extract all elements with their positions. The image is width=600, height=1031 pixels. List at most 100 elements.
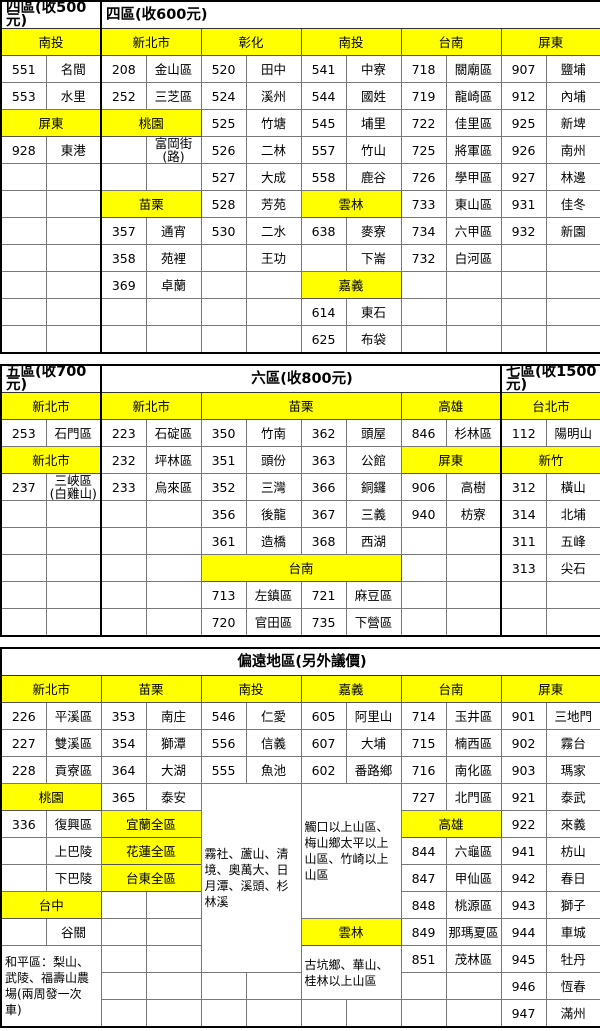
district-name — [45, 581, 102, 609]
region-header: 南投 — [0, 28, 102, 56]
district-name — [45, 527, 102, 555]
postal-code: 848 — [400, 891, 447, 919]
region-header: 雲林 — [300, 190, 402, 218]
region-header: 南投 — [300, 28, 402, 56]
postal-code: 545 — [300, 109, 347, 137]
district-name: 王功 — [245, 244, 302, 272]
table-row: 谷關 雲林 849 那瑪夏區 944 車城 — [0, 918, 600, 946]
district-name: 金山區 — [145, 55, 202, 83]
postal-code: 732 — [400, 244, 447, 272]
table-row: 屏東 桃園 525 竹塘 545 埔里 722 佳里區 925 新埤 — [0, 109, 600, 137]
table-row: 713 左鎮區 721 麻豆區 — [0, 581, 600, 609]
postal-code: 228 — [0, 756, 47, 784]
postal-code: 223 — [100, 419, 147, 447]
postal-code: 336 — [0, 810, 47, 838]
district-name: 佳冬 — [545, 190, 600, 218]
district-name — [45, 163, 102, 191]
district-name: 六龜區 — [445, 837, 502, 865]
district-name — [545, 325, 600, 354]
table-row: 625 布袋 — [0, 325, 600, 354]
postal-code: 354 — [100, 729, 147, 757]
district-name: 三地門 — [545, 702, 600, 730]
district-name: 上巴陵 — [45, 837, 102, 865]
district-name — [145, 325, 202, 354]
district-name: 布袋 — [345, 325, 402, 354]
postal-code: 726 — [400, 163, 447, 191]
postal-code: 367 — [300, 500, 347, 528]
postal-code: 541 — [300, 55, 347, 83]
postal-code — [500, 271, 547, 299]
district-name — [545, 581, 600, 609]
zone-title: 四區(收500元) — [0, 0, 102, 29]
postal-code — [400, 527, 447, 555]
district-name: 桃源區 — [445, 891, 502, 919]
district-name — [245, 298, 302, 326]
district-name: 春日 — [545, 864, 600, 892]
postal-code: 544 — [300, 82, 347, 110]
postal-code: 208 — [100, 55, 147, 83]
table-row: 台中 848 桃源區 943 獅子 — [0, 891, 600, 919]
district-name: 茂林區 — [445, 945, 502, 973]
district-name: 名間 — [45, 55, 102, 83]
region-header: 屏東 — [500, 28, 600, 56]
postal-code — [0, 163, 47, 191]
district-name: 車城 — [545, 918, 600, 946]
district-name: 三芝區 — [145, 82, 202, 110]
district-name — [45, 298, 102, 326]
postal-code — [0, 581, 47, 609]
region-header: 高雄 — [400, 392, 502, 420]
table-row: 720 官田區 735 下營區 — [0, 608, 600, 637]
district-name: 泰安 — [145, 783, 202, 811]
district-name — [345, 999, 402, 1028]
zone-title: 七區(收1500元) — [500, 364, 600, 393]
region-header: 台南 — [400, 28, 502, 56]
district-name — [145, 527, 202, 555]
region-header: 屏東 — [0, 109, 102, 137]
district-name: 獅潭 — [145, 729, 202, 757]
postal-code: 357 — [100, 217, 147, 245]
zone5-6-7-table: 五區(收700元) 六區(收800元) 七區(收1500元) 新北市 新北市 苗栗 高雄 台北… — [0, 364, 600, 637]
region-header: 桃園 — [100, 109, 202, 137]
district-name: 埔里 — [345, 109, 402, 137]
postal-code: 722 — [400, 109, 447, 137]
postal-code: 313 — [500, 554, 547, 582]
area-note: 霧社、蘆山、清境、奧萬大、日月潭、溪頭、杉林溪 — [200, 783, 302, 973]
district-name — [45, 325, 102, 354]
postal-code: 714 — [400, 702, 447, 730]
region-header: 新北市 — [100, 392, 202, 420]
postal-code: 903 — [500, 756, 547, 784]
district-name: 滿州 — [545, 999, 600, 1028]
postal-code: 931 — [500, 190, 547, 218]
district-name: 頭屋 — [345, 419, 402, 447]
district-name — [145, 891, 202, 919]
region-header: 屏東 — [400, 446, 502, 474]
table-row: 226 平溪區 353 南庄 546 仁愛 605 阿里山 714 玉井區 901 三地門 — [0, 702, 600, 730]
postal-code — [200, 271, 247, 299]
postal-code: 946 — [500, 972, 547, 1000]
postal-code: 556 — [200, 729, 247, 757]
postal-code: 849 — [400, 918, 447, 946]
district-name: 阿里山 — [345, 702, 402, 730]
postal-code — [0, 298, 47, 326]
postal-code: 368 — [300, 527, 347, 555]
table-row: 227 雙溪區 354 獅潭 556 信義 607 大埔 715 楠西區 902 霧台 — [0, 729, 600, 757]
region-header: 高雄 — [400, 810, 502, 838]
area-note: 觸口以上山區、梅山鄉太平以上山區、竹崎以上山區 — [300, 783, 402, 919]
postal-code: 721 — [300, 581, 347, 609]
postal-code — [100, 298, 147, 326]
district-name: 竹塘 — [245, 109, 302, 137]
region-header: 雲林 — [300, 918, 402, 946]
district-name: 造橋 — [245, 527, 302, 555]
postal-code: 942 — [500, 864, 547, 892]
district-name: 枋寮 — [445, 500, 502, 528]
postal-code: 551 — [0, 55, 47, 83]
postal-code — [200, 298, 247, 326]
district-name — [45, 271, 102, 299]
district-name — [445, 325, 502, 354]
district-name: 南庄 — [145, 702, 202, 730]
postal-code: 602 — [300, 756, 347, 784]
district-name: 水里 — [45, 82, 102, 110]
table-row: 553 水里 252 三芝區 524 溪州 544 國姓 719 龍崎區 912 內埔 — [0, 82, 600, 110]
postal-code: 928 — [0, 136, 47, 164]
postal-code: 727 — [400, 783, 447, 811]
